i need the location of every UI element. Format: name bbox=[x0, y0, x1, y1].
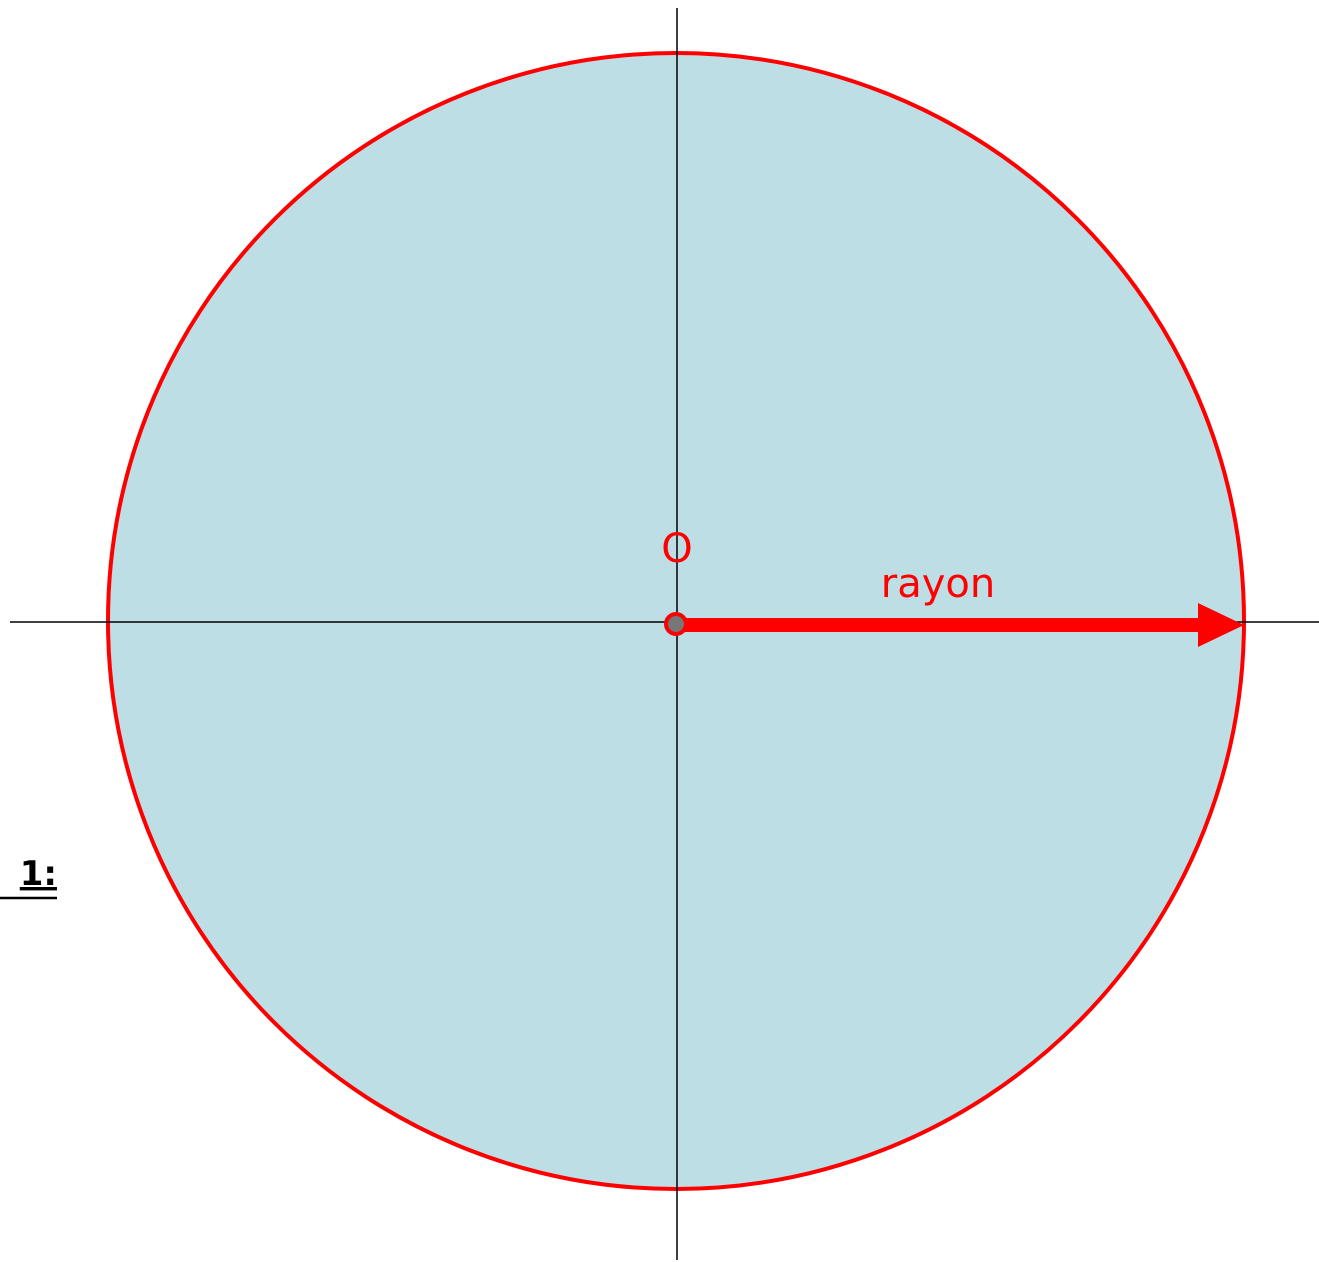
center-label: O bbox=[661, 526, 692, 572]
radius-arrow-head bbox=[1198, 603, 1244, 647]
radius-label: rayon bbox=[881, 561, 995, 607]
center-point bbox=[664, 612, 688, 636]
side-note: 1: bbox=[20, 854, 57, 894]
